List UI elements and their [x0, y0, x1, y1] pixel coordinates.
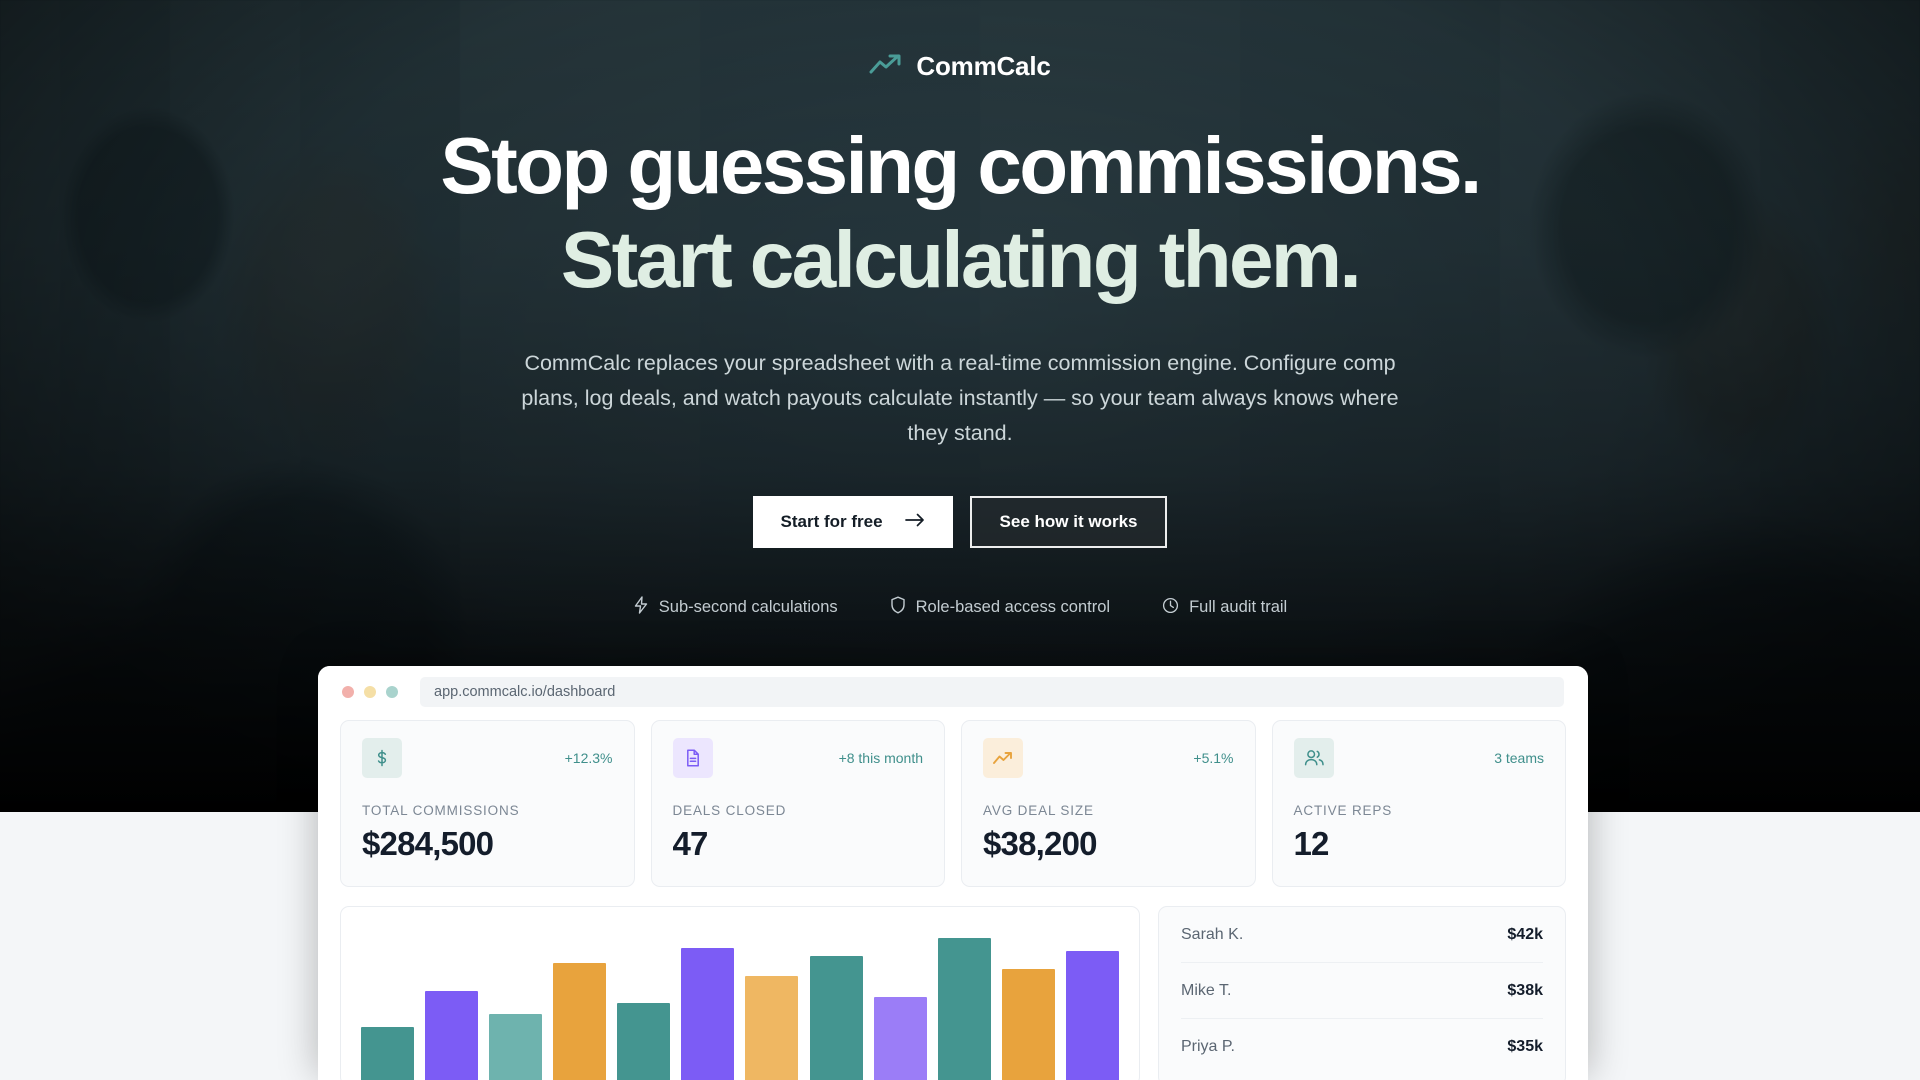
feature-item-sub-second: Sub-second calculations — [633, 596, 838, 619]
chart-bar — [489, 1013, 543, 1080]
maximize-dot[interactable] — [386, 686, 398, 698]
rep-name: Sarah K. — [1181, 925, 1244, 943]
chart-bars — [361, 933, 1119, 1080]
chart-bar — [873, 996, 927, 1080]
see-how-it-works-button[interactable]: See how it works — [969, 496, 1168, 549]
feature-item-audit-trail: Full audit trail — [1162, 596, 1287, 619]
users-icon — [1293, 738, 1334, 778]
rep-name: Priya P. — [1181, 1038, 1235, 1055]
stat-card-total-commissions[interactable]: +12.3% TOTAL COMMISSIONS $284,500 — [340, 720, 635, 887]
stat-delta: +5.1% — [1193, 750, 1234, 766]
trending-up-icon — [983, 738, 1023, 778]
brand-logo[interactable]: CommCalc — [0, 48, 1920, 84]
stat-value: 12 — [1293, 825, 1330, 862]
stat-card-deals-closed[interactable]: +8 this month DEALS CLOSED 47 — [650, 720, 945, 887]
stat-delta: 3 teams — [1494, 750, 1544, 766]
chart-bar — [425, 990, 479, 1080]
stat-card-avg-deal-size[interactable]: +5.1% AVG DEAL SIZE $38,200 — [961, 720, 1256, 887]
hero-headline: Stop guessing commissions. Start calcula… — [0, 126, 1920, 300]
minimize-dot[interactable] — [364, 686, 376, 698]
chart-bar — [361, 1027, 414, 1080]
app-preview-window: app.commcalc.io/dashboard +12.3% TOTAL C… — [318, 666, 1588, 1080]
leaderboard-panel: Sarah K. $42k Mike T. $38k Priya P. $35k — [1158, 906, 1566, 1080]
stat-label: AVG DEAL SIZE — [983, 803, 1094, 818]
chart-bar — [617, 1002, 671, 1080]
stat-card-active-reps[interactable]: 3 teams ACTIVE REPS 12 — [1271, 720, 1566, 887]
commissions-bar-chart — [340, 906, 1140, 1080]
rep-amount: $35k — [1507, 1038, 1543, 1055]
stat-value: 47 — [672, 825, 709, 862]
rep-amount: $42k — [1507, 925, 1543, 943]
chart-bar — [553, 963, 607, 1080]
hero-feature-strip: Sub-second calculations Role-based acces… — [0, 596, 1920, 619]
document-icon — [672, 738, 713, 778]
list-item[interactable]: Mike T. $38k — [1181, 963, 1543, 1019]
window-controls — [342, 686, 398, 698]
chart-bar — [745, 975, 799, 1080]
dollar-icon — [362, 738, 402, 778]
rep-name: Mike T. — [1181, 981, 1232, 999]
shield-icon — [890, 596, 906, 619]
brand-name: CommCalc — [916, 50, 1051, 81]
list-item[interactable]: Priya P. $35k — [1181, 1019, 1543, 1075]
arrow-right-icon — [904, 512, 925, 532]
stat-label: DEALS CLOSED — [672, 803, 787, 818]
primary-cta-label: Start for free — [780, 512, 883, 532]
stat-label: TOTAL COMMISSIONS — [362, 803, 520, 818]
hero-cta-group: Start for free See how it works — [0, 496, 1920, 549]
stat-label: ACTIVE REPS — [1293, 803, 1393, 818]
feature-item-rbac: Role-based access control — [890, 596, 1110, 619]
stat-value: $38,200 — [983, 825, 1097, 862]
start-for-free-button[interactable]: Start for free — [752, 496, 953, 549]
chart-bar — [937, 937, 991, 1080]
rep-amount: $38k — [1507, 981, 1543, 999]
clock-icon — [1162, 597, 1179, 619]
stat-delta: +8 this month — [838, 750, 923, 766]
list-item[interactable]: Sarah K. $42k — [1181, 907, 1543, 963]
url-text: app.commcalc.io/dashboard — [434, 684, 616, 700]
stat-card-grid: +12.3% TOTAL COMMISSIONS $284,500 +8 thi… — [340, 720, 1566, 887]
feature-label: Full audit trail — [1189, 598, 1288, 617]
feature-label: Sub-second calculations — [658, 598, 838, 617]
browser-chrome: app.commcalc.io/dashboard — [318, 666, 1588, 718]
chart-bar — [681, 948, 735, 1080]
stat-value: $284,500 — [362, 825, 494, 862]
address-bar[interactable]: app.commcalc.io/dashboard — [420, 677, 1564, 707]
chart-bar — [809, 955, 863, 1080]
headline-line-2: Start calculating them. — [560, 215, 1362, 304]
hero-subheadline: CommCalc replaces your spreadsheet with … — [521, 351, 1399, 445]
stat-delta: +12.3% — [564, 750, 613, 766]
dashboard-lower-row: Sarah K. $42k Mike T. $38k Priya P. $35k — [340, 906, 1566, 1080]
secondary-cta-label: See how it works — [999, 512, 1138, 532]
chart-bar — [1001, 969, 1055, 1080]
chart-bar — [1065, 951, 1119, 1080]
feature-label: Role-based access control — [915, 598, 1111, 617]
close-dot[interactable] — [342, 686, 354, 698]
trending-up-icon — [869, 52, 903, 81]
headline-line-1: Stop guessing commissions. — [440, 121, 1482, 210]
lightning-bolt-icon — [633, 596, 649, 619]
